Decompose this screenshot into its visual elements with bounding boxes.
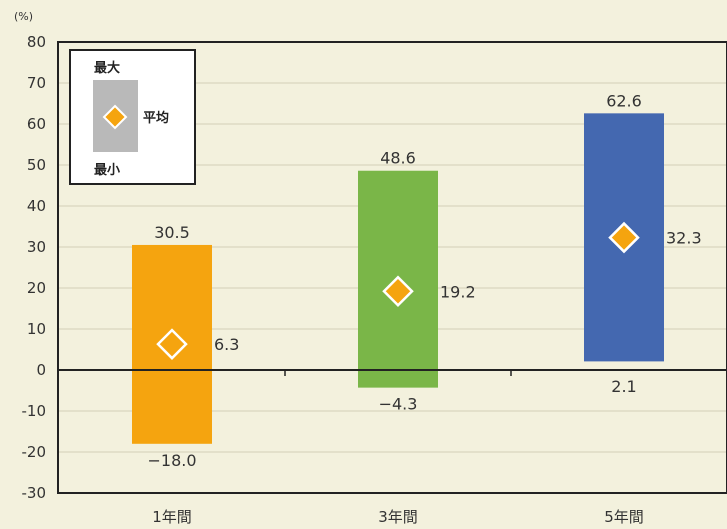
y-tick-label: 70 [27, 74, 46, 92]
legend-box: 最大 平均 最小 [69, 49, 196, 185]
y-axis: 80 70 60 50 40 30 20 10 0 -10 -20 -30 [22, 33, 47, 502]
x-axis: 1年間 3年間 5年間 [152, 508, 644, 526]
mean-marker [156, 328, 188, 360]
mean-value-label: 19.2 [440, 282, 476, 301]
x-tick-label: 5年間 [604, 508, 644, 526]
y-tick-label: 20 [27, 279, 46, 297]
y-tick-label: 50 [27, 156, 46, 174]
y-tick-label: 0 [36, 361, 46, 379]
legend-min-label: 最小 [94, 163, 120, 178]
x-tick-label: 3年間 [378, 508, 418, 526]
min-value-label: 2.1 [611, 377, 636, 396]
min-value-label: −4.3 [379, 395, 418, 414]
x-tick-label: 1年間 [152, 508, 192, 526]
y-tick-label: 10 [27, 320, 46, 338]
mean-marker [608, 221, 640, 254]
plot-frame [57, 41, 727, 494]
y-tick-label: 60 [27, 115, 46, 133]
legend-mean-label: 平均 [143, 110, 169, 126]
max-value-label: 62.6 [606, 91, 642, 110]
range-bars: 30.5 6.3 −18.0 48.6 19.2 −4.3 62.6 32.3 2.1 [58, 91, 727, 470]
y-unit-label: (%) [14, 10, 33, 23]
max-value-label: 48.6 [380, 149, 416, 168]
legend-mean-marker [102, 104, 128, 130]
min-value-label: −18.0 [147, 451, 196, 470]
y-tick-label: -20 [22, 443, 47, 461]
mean-marker [382, 275, 414, 308]
mean-value-label: 6.3 [214, 335, 239, 354]
mean-value-label: 32.3 [666, 229, 702, 248]
legend-max-label: 最大 [94, 60, 120, 76]
y-tick-label: 40 [27, 197, 46, 215]
y-tick-label: -30 [22, 484, 47, 502]
y-tick-label: 30 [27, 238, 46, 256]
max-value-label: 30.5 [154, 223, 190, 242]
y-tick-label: 80 [27, 33, 46, 51]
y-tick-label: -10 [22, 402, 47, 420]
